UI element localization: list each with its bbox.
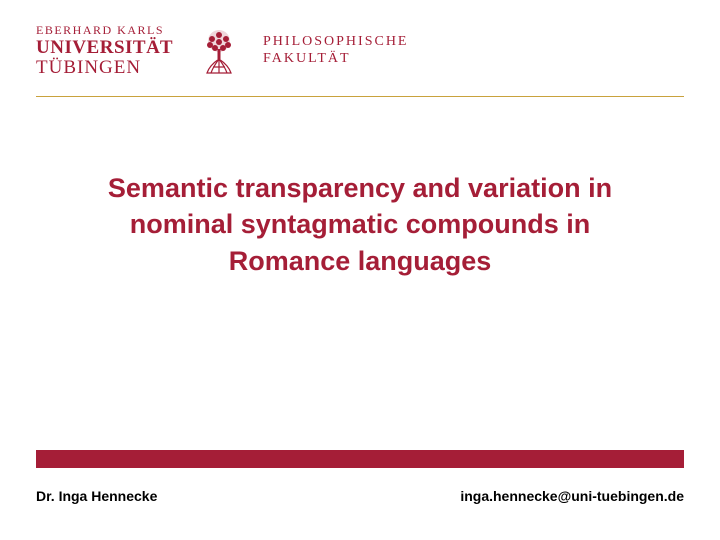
title-line-1: Semantic transparency and variation in xyxy=(60,170,660,206)
header: EBERHARD KARLS UNIVERSITÄT TÜBINGEN xyxy=(36,24,684,77)
tree-emblem-icon xyxy=(199,27,239,75)
university-line2a: UNIVERSIT xyxy=(36,37,146,58)
university-line2: UNIVERSITÄT xyxy=(36,38,173,57)
author-email: inga.hennecke@uni-tuebingen.de xyxy=(460,488,684,504)
slide: EBERHARD KARLS UNIVERSITÄT TÜBINGEN xyxy=(0,0,720,540)
university-line2b: T xyxy=(160,37,173,58)
university-umlaut: Ä xyxy=(146,37,160,58)
faculty-label: PHILOSOPHISCHE FAKULTÄT xyxy=(263,34,408,68)
title-line-3: Romance languages xyxy=(60,243,660,279)
university-line1: EBERHARD KARLS xyxy=(36,24,173,36)
university-logo: EBERHARD KARLS UNIVERSITÄT TÜBINGEN xyxy=(36,24,173,77)
author-name: Dr. Inga Hennecke xyxy=(36,488,157,504)
title-block: Semantic transparency and variation in n… xyxy=(60,170,660,279)
header-rule xyxy=(36,96,684,97)
faculty-line1: PHILOSOPHISCHE xyxy=(263,34,408,51)
faculty-line2: FAKULTÄT xyxy=(263,51,408,68)
accent-bar xyxy=(36,450,684,468)
title-line-2: nominal syntagmatic compounds in xyxy=(60,206,660,242)
university-line3: TÜBINGEN xyxy=(36,58,173,77)
footer: Dr. Inga Hennecke inga.hennecke@uni-tueb… xyxy=(36,488,684,504)
